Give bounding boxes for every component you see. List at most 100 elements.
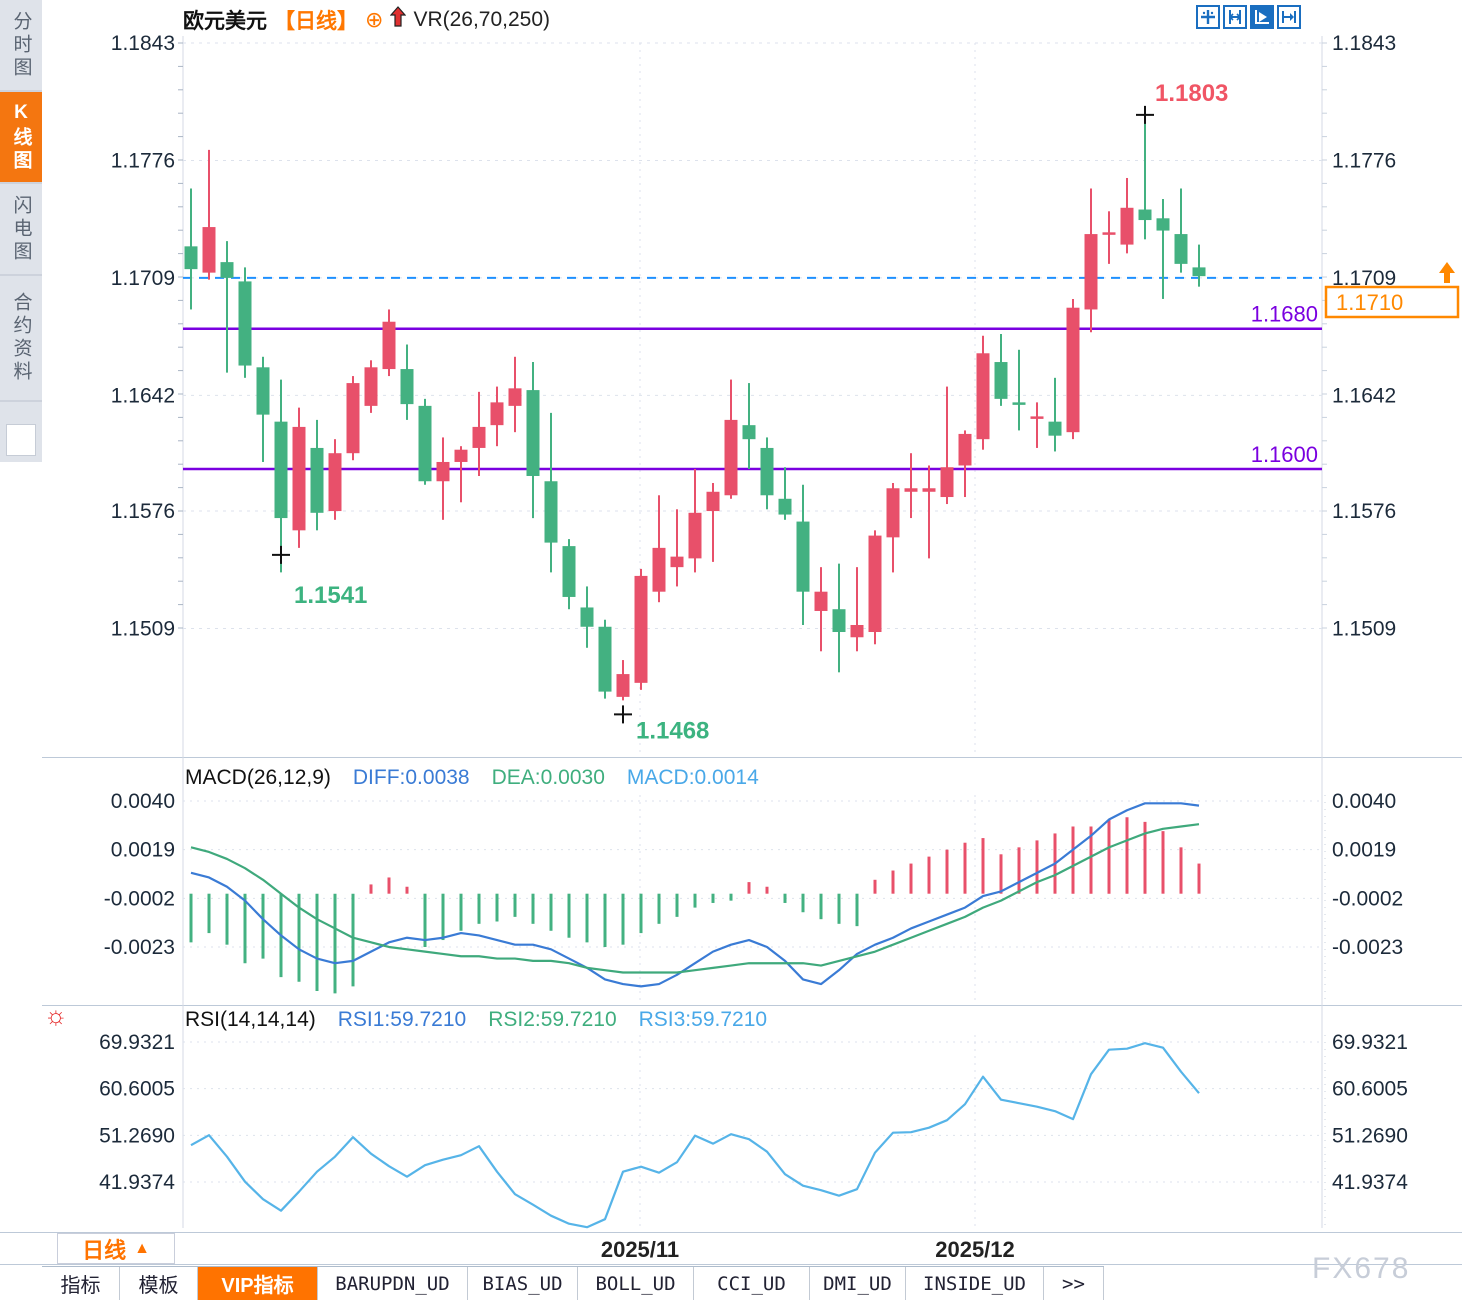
- level-label-1: 1.1600: [1251, 442, 1318, 467]
- candle-36: [832, 609, 846, 633]
- candle-10: [364, 367, 378, 406]
- candle-28: [688, 512, 702, 559]
- candle-9: [346, 383, 360, 454]
- macd-diff-line: [190, 802, 1200, 988]
- candle-39: [886, 488, 900, 538]
- svg-text:1.1709: 1.1709: [111, 267, 175, 290]
- svg-text:69.9321: 69.9321: [99, 1031, 175, 1054]
- candle-48: [1048, 421, 1062, 436]
- rsi-line: [190, 1042, 1200, 1229]
- tab-[interactable]: 指标: [42, 1267, 120, 1300]
- candle-5: [274, 421, 288, 519]
- svg-text:-0.0023: -0.0023: [1332, 936, 1403, 959]
- svg-text:1.1576: 1.1576: [111, 500, 175, 523]
- candle-43: [958, 433, 972, 466]
- svg-text:60.6005: 60.6005: [99, 1078, 175, 1101]
- tab-boll_ud[interactable]: BOLL_UD: [578, 1267, 694, 1300]
- candle-33: [778, 498, 792, 515]
- svg-text:69.9321: 69.9321: [1332, 1031, 1408, 1054]
- sidebar-item-3[interactable]: 合约资料: [0, 276, 42, 402]
- svg-text:1.1468: 1.1468: [636, 717, 709, 744]
- candle-3: [238, 281, 252, 366]
- candle-6: [292, 426, 306, 531]
- candle-51: [1102, 232, 1116, 235]
- tab-inside_ud[interactable]: INSIDE_UD: [906, 1267, 1044, 1300]
- candle-27: [670, 556, 684, 568]
- svg-text:1.1709: 1.1709: [1332, 267, 1396, 290]
- crosshair-tool-icon[interactable]: [1196, 5, 1220, 29]
- period-selector[interactable]: 日线 ▲: [57, 1233, 175, 1264]
- candle-45: [994, 362, 1008, 399]
- indicator-tabbar: 指标 模板 VIP指标 BARUPDN_UD BIAS_UD BOLL_UD CCI_UD D…: [42, 1266, 1104, 1300]
- axis-scale-icon[interactable]: [1223, 5, 1247, 29]
- macd-title: MACD(26,12,9): [185, 766, 331, 789]
- date-label-0: 2025/11: [600, 1237, 680, 1262]
- macd-dea-line: [190, 823, 1200, 974]
- svg-text:1.1843: 1.1843: [111, 32, 175, 55]
- tab-cci_ud[interactable]: CCI_UD: [694, 1267, 810, 1300]
- date-axis: 2025/11 2025/12: [0, 1232, 1462, 1265]
- red-up-arrow-icon: [390, 6, 407, 34]
- jump-to-end-icon[interactable]: [1277, 5, 1301, 29]
- candle-34: [796, 521, 810, 592]
- candle-42: [940, 467, 954, 498]
- candle-54: [1156, 218, 1170, 231]
- candle-29: [706, 491, 720, 512]
- candle-1: [202, 227, 216, 273]
- macd-header: MACD(26,12,9) DIFF:0.0038 DEA:0.0030 MAC…: [185, 766, 759, 790]
- plot-area[interactable]: [183, 36, 1322, 1228]
- candle-30: [724, 419, 738, 496]
- candle-53: [1138, 209, 1152, 221]
- candle-24: [616, 674, 630, 697]
- candle-18: [508, 388, 522, 406]
- watermark: FX678: [1312, 1252, 1411, 1285]
- date-label-1: 2025/12: [935, 1237, 1015, 1262]
- svg-text:-0.0002: -0.0002: [1332, 887, 1403, 910]
- svg-text:1.1642: 1.1642: [111, 384, 175, 407]
- sun-marker-icon[interactable]: ☼: [44, 1000, 68, 1030]
- tab-bias_ud[interactable]: BIAS_UD: [468, 1267, 578, 1300]
- vr-indicator-label: VR(26,70,250): [413, 8, 551, 31]
- candle-32: [760, 447, 774, 496]
- candle-56: [1192, 267, 1206, 277]
- rsi2-value: RSI2:59.7210: [488, 1008, 617, 1031]
- candle-47: [1030, 416, 1044, 419]
- tab-[interactable]: 模板: [120, 1267, 198, 1300]
- sidebar-item-1[interactable]: K线图: [0, 92, 42, 184]
- svg-text:41.9374: 41.9374: [1332, 1171, 1408, 1194]
- candle-4: [256, 367, 270, 415]
- sidebar-scroll-box[interactable]: [6, 424, 36, 456]
- auto-play-icon[interactable]: [1250, 5, 1274, 29]
- candle-35: [814, 591, 828, 611]
- candle-0: [184, 246, 198, 270]
- price-up-arrow-icon: [1439, 262, 1455, 283]
- candle-46: [1012, 402, 1026, 405]
- rsi3-value: RSI3:59.7210: [638, 1008, 768, 1031]
- candle-21: [562, 546, 576, 597]
- tab-vip[interactable]: VIP指标: [198, 1267, 318, 1300]
- candle-17: [490, 402, 504, 426]
- sidebar-item-0[interactable]: 分时图: [0, 0, 42, 92]
- candle-2: [220, 262, 234, 278]
- candle-11: [382, 321, 396, 370]
- svg-text:1.1843: 1.1843: [1332, 32, 1396, 55]
- svg-text:1.1803: 1.1803: [1155, 80, 1228, 107]
- svg-text:-0.0002: -0.0002: [104, 887, 175, 910]
- candle-20: [544, 481, 558, 543]
- annotation-1.1541: 1.1541: [272, 545, 367, 609]
- candle-19: [526, 390, 540, 476]
- chart-header: 欧元美元 【日线】 ⊕ VR(26,70,250): [183, 6, 550, 34]
- tab-dmi_ud[interactable]: DMI_UD: [810, 1267, 906, 1300]
- sidebar-item-2[interactable]: 闪电图: [0, 184, 42, 276]
- tab-barupdn_ud[interactable]: BARUPDN_UD: [318, 1267, 468, 1300]
- period-tag[interactable]: 【日线】: [274, 10, 358, 33]
- last-price-tag[interactable]: 1.1710: [1324, 262, 1460, 319]
- chart-toolbar: [1196, 5, 1301, 29]
- crosshair-circle-icon[interactable]: ⊕: [365, 7, 384, 32]
- candle-12: [400, 369, 414, 405]
- candle-15: [454, 449, 468, 462]
- svg-text:51.2690: 51.2690: [1332, 1124, 1408, 1147]
- tab-[interactable]: >>: [1044, 1267, 1104, 1300]
- candle-7: [310, 447, 324, 513]
